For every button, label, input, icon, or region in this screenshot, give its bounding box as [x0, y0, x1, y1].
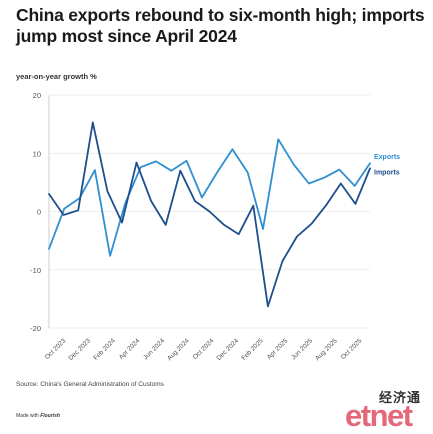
x-tick-label: Aug 2025: [314, 337, 339, 362]
y-tick-label: 0: [37, 208, 41, 217]
y-tick-label: 10: [33, 149, 41, 158]
chart-title: China exports rebound to six-month high;…: [16, 5, 425, 46]
y-tick-label: 20: [33, 91, 41, 100]
x-tick-label: Feb 2024: [92, 337, 117, 362]
etnet-logo: etnet: [345, 398, 413, 433]
series-line-exports: [48, 138, 371, 257]
series-label-exports: Exports: [374, 154, 400, 161]
y-tick-label: -10: [30, 266, 41, 275]
x-tick-label: Oct 2025: [340, 337, 364, 361]
x-tick-label: Apr 2024: [118, 337, 142, 361]
x-tick-label: Oct 2023: [44, 337, 68, 361]
series-line-imports: [48, 121, 371, 308]
etnet-chinese-logo: 经济通: [379, 391, 422, 406]
y-tick-label: -20: [30, 324, 41, 333]
y-axis-label: year-on-year growth %: [16, 72, 97, 81]
x-tick-label: Oct 2024: [192, 337, 216, 361]
x-tick-label: Feb 2025: [240, 337, 265, 362]
x-tick-label: Dec 2024: [215, 337, 240, 362]
x-tick-label: Dec 2023: [67, 337, 92, 362]
series-label-imports: Imports: [374, 169, 400, 176]
x-tick-label: Jun 2024: [142, 337, 166, 361]
x-tick-label: Apr 2025: [266, 337, 290, 361]
x-tick-label: Aug 2024: [166, 337, 191, 362]
made-with-text: Made with: [16, 413, 39, 419]
made-with-credit: Made with Flourish: [16, 413, 60, 419]
x-tick-label: Jun 2025: [290, 337, 314, 361]
flourish-brand: Flourish: [40, 413, 60, 419]
source-note: Source: China's General Administration o…: [16, 381, 164, 388]
